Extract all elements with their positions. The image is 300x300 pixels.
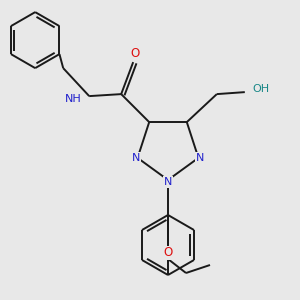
Text: O: O	[164, 247, 172, 260]
Text: N: N	[196, 153, 205, 163]
Text: OH: OH	[253, 84, 270, 94]
Text: N: N	[131, 153, 140, 163]
Text: N: N	[164, 177, 172, 187]
Text: O: O	[130, 46, 140, 60]
Text: NH: NH	[64, 94, 81, 104]
